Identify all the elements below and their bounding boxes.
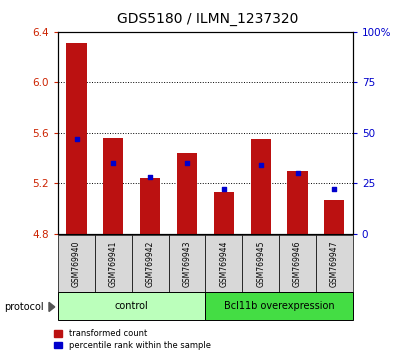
- Bar: [316, 235, 353, 292]
- Bar: [214, 192, 234, 234]
- Text: GSM769945: GSM769945: [256, 240, 265, 287]
- Point: [147, 174, 154, 180]
- Point: [110, 160, 117, 166]
- Bar: [58, 235, 95, 292]
- Bar: [103, 138, 124, 234]
- Text: GSM769947: GSM769947: [330, 240, 339, 287]
- Bar: [58, 292, 205, 320]
- Text: GSM769941: GSM769941: [109, 240, 118, 287]
- Point: [331, 187, 338, 192]
- Text: GSM769940: GSM769940: [72, 240, 81, 287]
- Text: Bcl11b overexpression: Bcl11b overexpression: [224, 301, 334, 311]
- Text: GSM769944: GSM769944: [220, 240, 228, 287]
- Bar: [205, 292, 353, 320]
- Bar: [140, 178, 160, 234]
- Bar: [66, 43, 87, 234]
- Bar: [132, 235, 168, 292]
- Bar: [287, 171, 308, 234]
- Point: [220, 187, 227, 192]
- Text: GSM769942: GSM769942: [146, 240, 155, 287]
- Text: GDS5180 / ILMN_1237320: GDS5180 / ILMN_1237320: [117, 12, 298, 27]
- Text: GSM769943: GSM769943: [183, 240, 191, 287]
- Bar: [324, 200, 344, 234]
- Text: GSM769946: GSM769946: [293, 240, 302, 287]
- Text: control: control: [115, 301, 149, 311]
- Point: [73, 136, 80, 142]
- Text: protocol: protocol: [4, 302, 44, 312]
- Bar: [242, 235, 279, 292]
- Bar: [168, 235, 205, 292]
- Bar: [177, 153, 197, 234]
- Legend: transformed count, percentile rank within the sample: transformed count, percentile rank withi…: [54, 329, 211, 350]
- Point: [294, 170, 301, 176]
- Bar: [251, 139, 271, 234]
- Bar: [205, 235, 242, 292]
- Polygon shape: [49, 302, 55, 312]
- Bar: [95, 235, 132, 292]
- Point: [184, 160, 190, 166]
- Point: [257, 162, 264, 168]
- Bar: [279, 235, 316, 292]
